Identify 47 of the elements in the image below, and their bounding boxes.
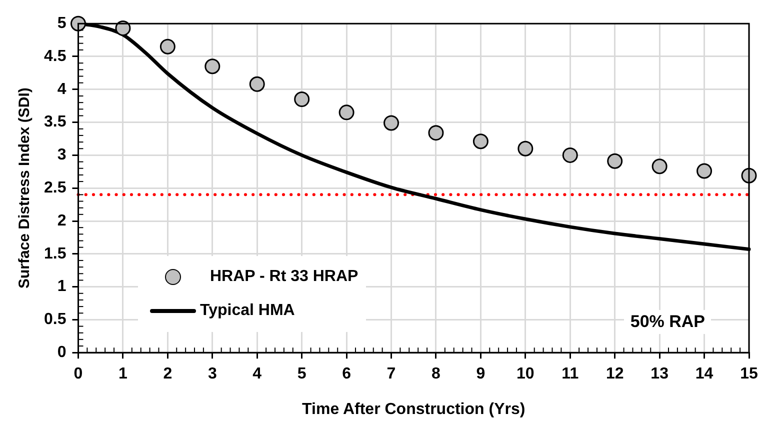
x-axis-title: Time After Construction (Yrs) [302,400,526,418]
x-tick-label: 11 [562,366,579,383]
y-tick-label: 0.5 [44,311,66,328]
x-tick-label: 7 [386,366,396,383]
y-tick-label: 4 [57,80,66,98]
y-tick-label: 5 [57,15,66,32]
legend-label: Typical HMA [200,302,295,320]
x-tick-label: 3 [208,366,217,383]
legend-label: HRAP - Rt 33 HRAP [210,268,358,286]
x-tick-label: 15 [740,366,758,383]
point [70,16,86,32]
x-tick-label: 1 [118,366,128,383]
x-tick-label: 5 [297,366,306,383]
point [428,125,444,141]
x-tick-label: 12 [606,366,624,383]
y-tick-label: 3.5 [44,114,66,131]
point [696,163,712,179]
x-tick-label: 13 [650,366,669,383]
y-axis-title: Surface Distress Index (SDI) [16,88,34,289]
annotation: 50% RAP [624,310,711,334]
point [518,140,534,156]
point [562,147,578,163]
point [384,115,400,131]
x-tick-label: 6 [342,366,352,383]
y-tick-label: 0 [57,344,66,362]
point [607,153,623,169]
point [472,134,488,150]
x-tick-label: 14 [695,366,714,383]
point [338,104,354,120]
x-tick-label: 2 [163,366,172,383]
y-tick-label: 1.5 [44,245,66,262]
y-tick-label: 3 [57,146,66,164]
x-tick-label: 9 [476,366,486,383]
x-tick-label: 10 [516,366,534,383]
point [204,58,220,74]
point [115,20,131,36]
x-tick-label: 0 [74,366,83,383]
point [294,92,310,108]
y-tick-label: 2.5 [44,180,66,197]
point [249,76,265,92]
y-tick-label: 1 [57,278,66,296]
x-tick-label: 8 [432,366,441,383]
point [652,158,668,174]
point [160,38,176,54]
y-tick-label: 2 [57,212,66,230]
x-tick-label: 4 [252,366,262,383]
y-tick-label: 4.5 [44,48,66,65]
